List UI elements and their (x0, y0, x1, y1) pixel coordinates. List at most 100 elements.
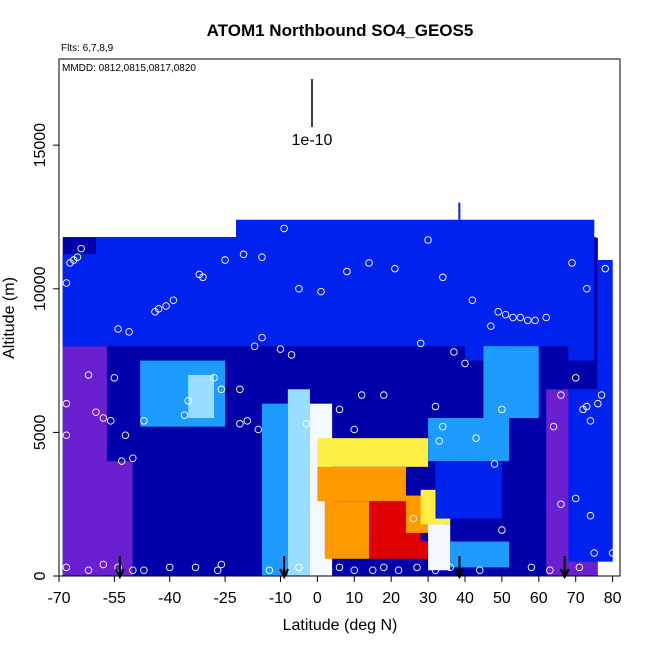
observation-point (461, 359, 469, 368)
observation-point (446, 563, 454, 572)
observation-point (391, 264, 399, 273)
observation-point (546, 566, 554, 575)
observation-point (106, 417, 115, 425)
observation-point (62, 279, 71, 287)
field-cell (95, 237, 237, 347)
observation-point (586, 417, 595, 425)
x-tick-label: -55 (103, 590, 126, 607)
y-axis-label: Altitude (m) (1, 277, 18, 359)
observation-point (594, 230, 602, 238)
observation-point (435, 437, 443, 445)
observation-point (117, 457, 126, 465)
observation-point (324, 566, 333, 575)
x-tick-label: -10 (269, 590, 292, 607)
x-tick-label: 70 (567, 590, 585, 607)
observation-point (99, 560, 108, 569)
observation-point (350, 566, 359, 575)
observation-point (302, 420, 311, 428)
observation-point (239, 250, 248, 259)
x-tick-label: 60 (530, 590, 548, 607)
observation-point (487, 322, 495, 330)
field-cell (435, 461, 502, 519)
observation-point (165, 563, 174, 572)
observation-point (416, 339, 425, 348)
observation-point (62, 431, 71, 440)
field-cell (287, 389, 310, 576)
field-cell (62, 254, 96, 347)
observation-point (431, 402, 440, 411)
y-tick-label: 15000 (32, 123, 49, 168)
field-cell (236, 418, 262, 576)
field-cell (317, 438, 429, 467)
x-tick-label: 80 (604, 590, 622, 607)
observation-point (243, 417, 251, 425)
x-tick-label: -25 (214, 590, 237, 607)
plot-area (62, 202, 620, 577)
observation-point (254, 425, 263, 434)
observation-point (180, 411, 189, 419)
observation-point (516, 313, 525, 322)
field-cell (428, 524, 451, 571)
x-tick-label: 0 (313, 590, 322, 607)
field-gap (597, 561, 620, 576)
observation-point (129, 454, 137, 462)
field-cell (568, 389, 613, 562)
observation-point (324, 428, 333, 437)
dates-label: MMDD: 0812,0815,0817,0820 (62, 63, 196, 74)
observation-point (73, 253, 82, 261)
observation-point (213, 566, 222, 575)
x-tick-label: 40 (456, 590, 474, 607)
field-cell (132, 432, 244, 576)
observation-point (490, 460, 499, 468)
field-spike (458, 202, 461, 220)
observation-point (343, 267, 351, 276)
observation-point (523, 316, 532, 325)
observation-point (413, 563, 421, 572)
observation-point (571, 494, 580, 503)
observation-point (236, 420, 244, 428)
field-cell (464, 219, 595, 361)
observation-point (162, 302, 170, 310)
observation-point (191, 563, 200, 572)
observation-point (350, 425, 359, 434)
observation-point (476, 566, 484, 575)
observation-point (597, 391, 606, 399)
observation-point (527, 563, 536, 572)
x-tick-label: 10 (345, 590, 363, 607)
observation-point (571, 374, 580, 382)
observation-point (309, 440, 318, 448)
observation-point (287, 351, 296, 359)
observation-point (439, 273, 447, 282)
observation-point (586, 511, 595, 520)
observation-point (394, 566, 403, 575)
observation-point (276, 345, 285, 353)
observation-point (494, 308, 502, 316)
observation-point (62, 399, 71, 408)
observation-point (184, 397, 192, 405)
observation-point (250, 342, 259, 350)
observation-point (92, 408, 100, 417)
y-tick-label: 10000 (32, 266, 49, 311)
field-cell (428, 418, 510, 462)
observation-point (365, 259, 373, 267)
observation-point (380, 391, 388, 399)
observation-point (125, 328, 133, 336)
observation-point (210, 374, 218, 382)
observation-point (549, 422, 558, 431)
observation-point (114, 563, 122, 572)
observation-point (409, 514, 418, 523)
x-tick-label: -70 (47, 590, 70, 607)
observation-point (583, 285, 591, 293)
field-cell (324, 501, 370, 559)
arrow-head (279, 568, 290, 580)
y-tick-label: 0 (32, 571, 49, 580)
observation-point (317, 287, 325, 296)
observation-point (199, 273, 207, 282)
observation-point (468, 296, 477, 305)
field-cell (317, 466, 406, 502)
observation-point (531, 316, 539, 325)
arrow-head (559, 568, 570, 580)
observation-point (357, 391, 366, 399)
observation-point (368, 566, 377, 575)
